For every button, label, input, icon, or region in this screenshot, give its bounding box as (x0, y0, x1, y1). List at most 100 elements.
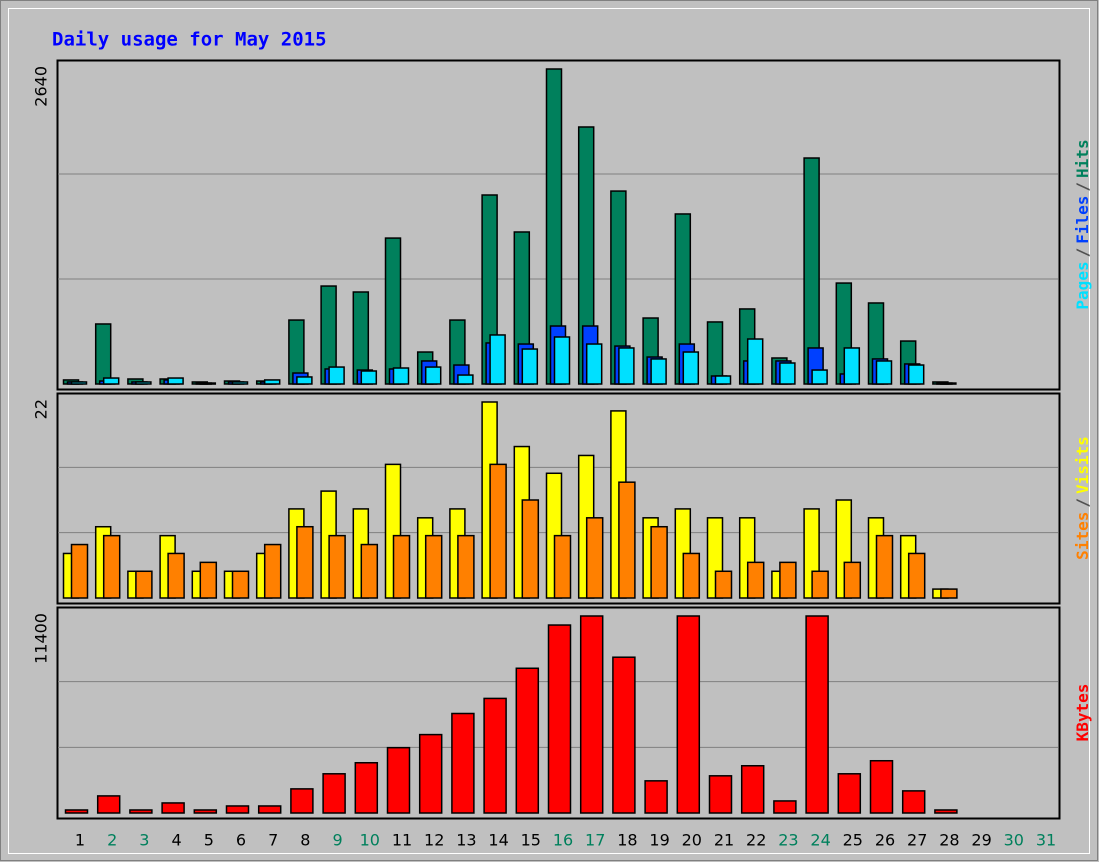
bar (553, 336, 571, 385)
bar (424, 366, 442, 385)
x-tick-label: 9 (333, 831, 343, 850)
bar (483, 697, 507, 814)
x-tick-label: 25 (843, 831, 863, 850)
bar (869, 759, 894, 814)
x-tick-label: 11 (392, 831, 412, 850)
bar (644, 780, 668, 814)
legend-separator: / (1073, 248, 1092, 258)
x-tick-label: 8 (300, 831, 310, 850)
bar (612, 656, 636, 814)
y-tick-label: 22 (32, 399, 51, 419)
bar (263, 379, 281, 385)
bar (779, 561, 797, 599)
bar (199, 382, 217, 385)
bar (161, 802, 185, 814)
bar (940, 588, 958, 599)
bar (837, 773, 862, 814)
bar (940, 382, 957, 385)
legend: KBytes (1073, 684, 1092, 742)
y-tick-label: 2640 (32, 66, 51, 107)
bar (746, 338, 764, 385)
bar (618, 347, 635, 385)
bar (875, 534, 894, 599)
bar (360, 370, 378, 385)
x-tick-label: 7 (268, 831, 278, 850)
legend-entry: Hits (1073, 139, 1092, 178)
x-tick-label: 27 (907, 831, 927, 850)
bar (231, 381, 249, 385)
bar (102, 534, 121, 599)
bar (167, 377, 184, 385)
bar (875, 360, 893, 385)
bar (489, 334, 506, 385)
bar (682, 351, 700, 385)
x-tick-label: 12 (424, 831, 444, 850)
bar (714, 570, 733, 599)
x-tick-label: 21 (714, 831, 734, 850)
bar (934, 809, 958, 814)
chart-title: Daily usage for May 2015 (52, 29, 327, 51)
bar (811, 570, 829, 599)
bar (392, 534, 411, 599)
bar (193, 809, 218, 814)
bar (231, 570, 250, 599)
legend-entry: Visits (1073, 436, 1092, 494)
bar (907, 364, 925, 385)
bar (135, 570, 153, 599)
bar (135, 381, 152, 385)
bar (585, 517, 604, 599)
bar (740, 765, 765, 814)
legend-entry: Sites (1073, 512, 1092, 560)
bar (618, 481, 636, 599)
legend-entry: Pages (1073, 261, 1092, 309)
bar (457, 374, 474, 385)
bar (96, 795, 121, 814)
bar (257, 805, 282, 814)
x-tick-label: 6 (236, 831, 246, 850)
bar (843, 561, 862, 599)
x-tick-label: 31 (1036, 831, 1056, 850)
bar (805, 615, 829, 814)
bar (94, 323, 112, 385)
x-tick-label: 16 (553, 831, 573, 850)
bar (907, 552, 926, 599)
bar (650, 358, 667, 385)
x-tick-label: 22 (746, 831, 766, 850)
bar (296, 525, 314, 599)
bar (167, 552, 185, 599)
bar (199, 561, 218, 599)
legend-separator: / (1073, 182, 1092, 192)
x-tick-label: 13 (456, 831, 476, 850)
x-tick-label: 28 (939, 831, 959, 850)
x-tick-label: 29 (971, 831, 991, 850)
bar (515, 667, 540, 814)
bar (386, 746, 411, 814)
x-tick-label: 24 (810, 831, 830, 850)
bar (746, 561, 765, 599)
bar (811, 369, 828, 385)
bar (225, 805, 250, 814)
bar (585, 343, 603, 385)
x-tick-label: 3 (139, 831, 149, 850)
bar (70, 381, 88, 385)
bar (843, 347, 861, 385)
x-tick-label: 30 (1004, 831, 1024, 850)
bar (901, 790, 926, 814)
bar (384, 237, 402, 385)
bar (129, 809, 153, 814)
x-tick-label: 5 (204, 831, 214, 850)
legend: Pages / Files / Hits (1073, 139, 1092, 309)
bar (773, 800, 797, 814)
bar (521, 348, 539, 385)
x-tick-label: 2 (107, 831, 117, 850)
bar (650, 525, 668, 599)
bar (676, 615, 701, 814)
bar (354, 761, 379, 814)
bar (64, 809, 89, 814)
bar (708, 775, 733, 814)
bar (328, 534, 346, 599)
bar (322, 773, 346, 814)
x-tick-label: 19 (649, 831, 669, 850)
bar (290, 788, 314, 814)
